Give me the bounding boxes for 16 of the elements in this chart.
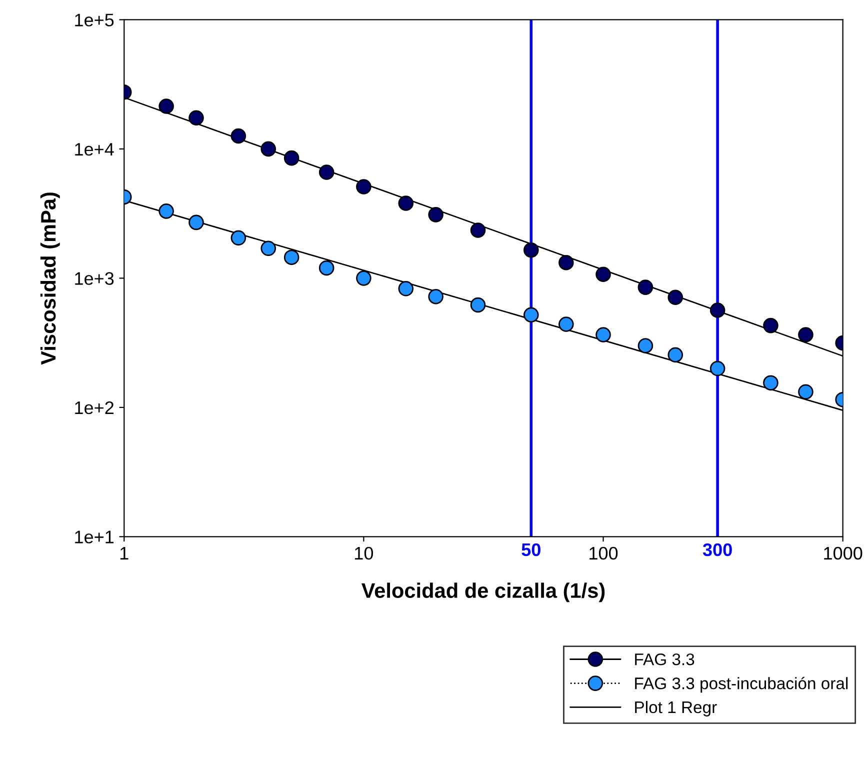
y-tick-label: 1e+4 <box>75 143 114 156</box>
y-tick-label: 1e+1 <box>75 530 114 544</box>
legend-label: Plot 1 Regr <box>635 700 717 716</box>
x-axis-title: Velocidad de cizalla (1/s) <box>361 582 605 602</box>
ref-line-label: 50 <box>522 543 540 556</box>
ref-line-label: 300 <box>702 543 732 556</box>
y-tick-label: 1e+2 <box>75 401 114 414</box>
x-tick-label: 10 <box>355 546 374 560</box>
legend-label: FAG 3.3 post-incubación oral <box>635 676 848 693</box>
y-tick-label: 1e+3 <box>75 272 114 285</box>
y-tick-label: 1e+5 <box>75 14 114 26</box>
x-tick-label: 100 <box>590 546 618 560</box>
x-tick-label: 1 <box>120 547 128 560</box>
legend-label: FAG 3.3 <box>635 653 694 666</box>
x-tick-label: 1000 <box>824 546 862 560</box>
y-axis-title: Viscosidad (mPa) <box>40 192 60 365</box>
